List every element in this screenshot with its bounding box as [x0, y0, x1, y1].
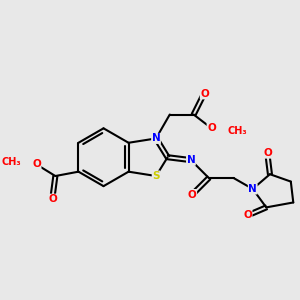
Text: O: O — [32, 160, 41, 170]
Text: N: N — [152, 134, 160, 143]
Text: O: O — [207, 123, 216, 133]
Text: S: S — [152, 171, 160, 181]
Text: N: N — [187, 155, 195, 165]
Text: N: N — [248, 184, 257, 194]
Text: O: O — [200, 89, 209, 99]
Text: O: O — [48, 194, 57, 204]
Text: CH₃: CH₃ — [1, 157, 21, 166]
Text: O: O — [263, 148, 272, 158]
Text: O: O — [188, 190, 197, 200]
Text: CH₃: CH₃ — [228, 126, 248, 136]
Text: O: O — [243, 210, 252, 220]
